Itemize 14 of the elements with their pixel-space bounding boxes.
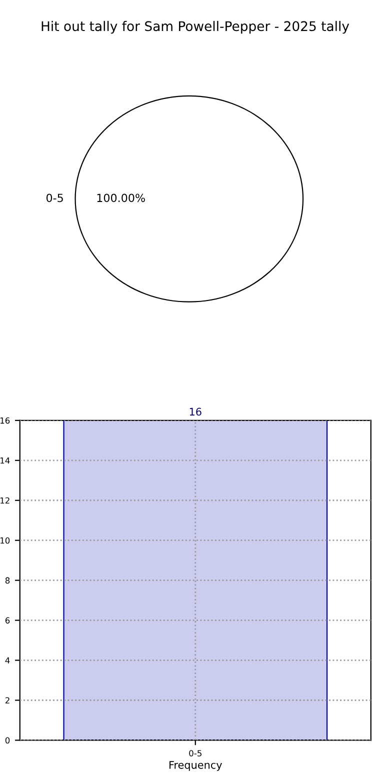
y-tick-label: 0 [5,737,10,744]
y-tick-label: 12 [0,497,10,504]
y-tick-label: 16 [0,417,10,424]
y-tick-label: 2 [5,697,10,704]
chart-title: Hit out tally for Sam Powell-Pepper - 2025 tally [42,20,350,34]
y-tick-label: 4 [5,657,10,664]
y-tick-label: 6 [5,617,10,624]
y-tick-label: 8 [5,577,10,584]
slice-label: 0-5 [46,194,63,202]
x-axis-title: Frequency [170,761,222,771]
data-label: 100.00% [97,194,145,202]
y-tick-label: 14 [0,457,10,464]
y-tick-label: 10 [0,537,10,544]
data-label: 16 [190,408,202,416]
